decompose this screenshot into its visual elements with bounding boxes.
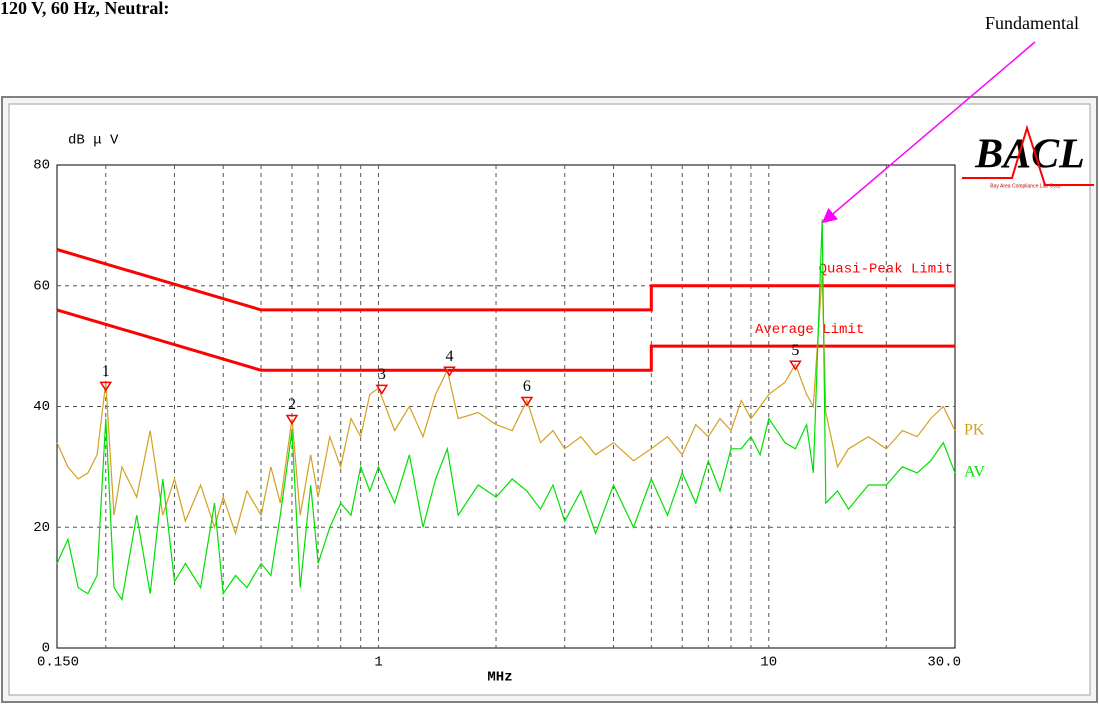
marker [375,384,389,395]
limit-label: Quasi-Peak Limit [819,261,953,277]
y-tick-label: 20 [33,520,50,536]
annotation-arrow [821,41,1036,224]
x-tick-label: 1 [374,655,382,671]
x-tick-label: 10 [760,655,777,671]
y-tick-label: 60 [33,278,50,294]
marker [789,360,802,371]
limit-line [56,248,955,312]
marker [443,366,456,377]
x-tick-label: 0.150 [37,655,79,671]
logo: BACL [974,132,1085,178]
marker [99,381,113,392]
trace [56,273,956,536]
logo-subtitle: Bay Area Compliance Lab Corp. [990,183,1061,189]
y-tick-label: 40 [33,399,50,415]
trace [56,219,956,602]
legend-label: AV [964,464,985,481]
marker-label: 3 [378,366,386,383]
marker-label: 5 [791,342,799,359]
y-tick-label: 0 [42,641,50,657]
legend-label: PK [964,421,985,438]
marker-label: 2 [288,396,296,413]
marker [285,414,299,425]
marker-label: 6 [523,378,531,395]
chart-title: 120 V, 60 Hz, Neutral: [0,0,169,18]
x-tick-label: 30.0 [927,655,961,671]
annotation: Fundamental [985,13,1079,33]
x-axis-label: MHz [487,670,512,686]
marker-label: 4 [446,348,454,365]
logo-swoosh [962,124,1094,186]
limit-label: Average Limit [755,322,864,338]
y-axis-label: dB μ V [68,133,119,149]
limit-line [56,308,955,372]
marker-label: 1 [102,363,110,380]
marker [520,396,534,407]
y-tick-label: 80 [33,158,50,174]
